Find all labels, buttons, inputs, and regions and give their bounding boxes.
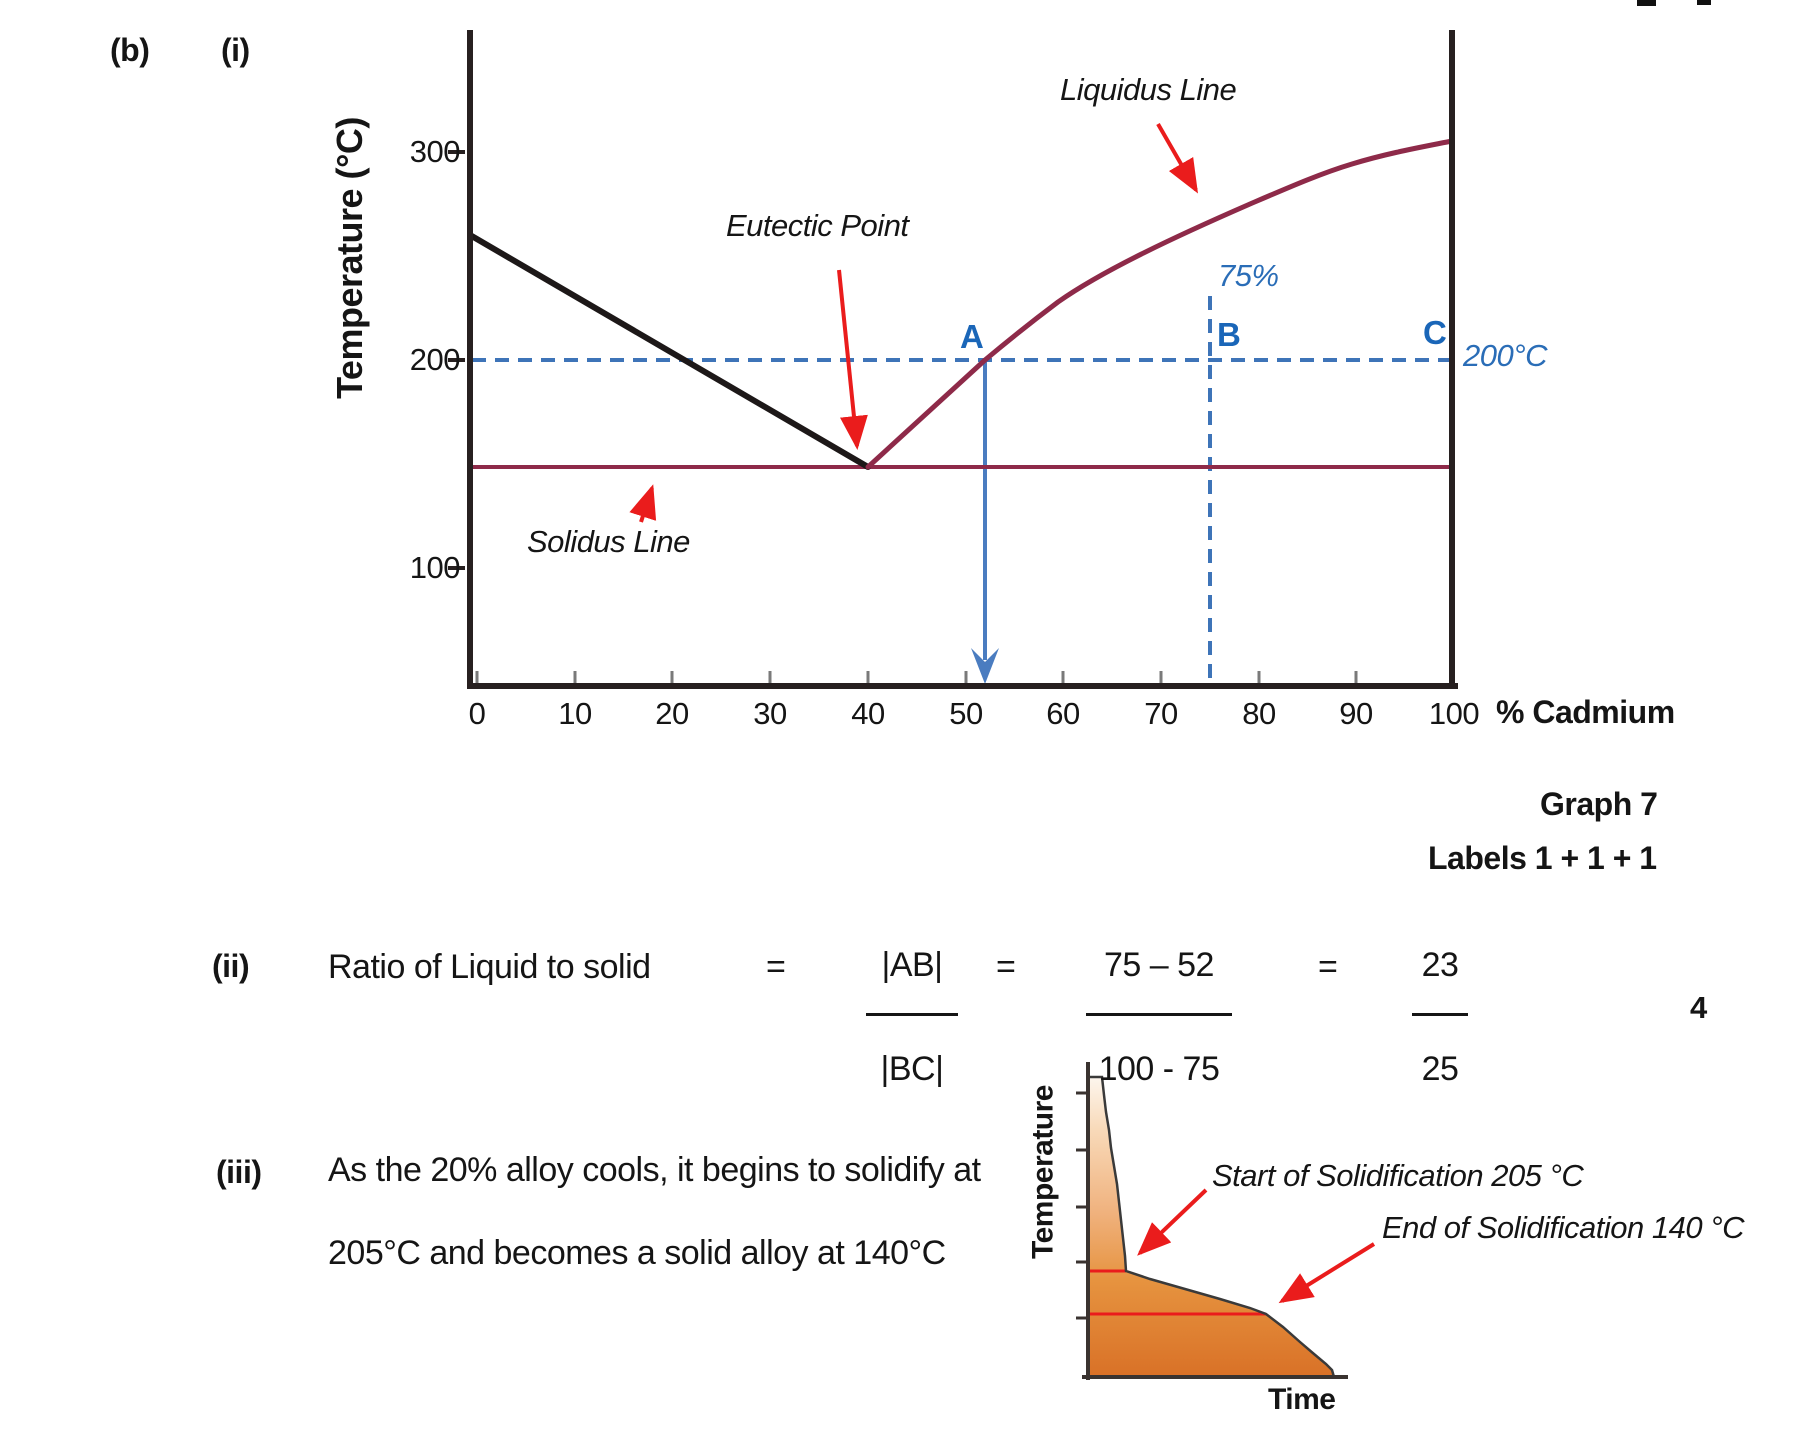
end-solidification-arrow [1278, 1242, 1376, 1304]
cooling-y-axis-label: Temperature [1026, 1084, 1060, 1260]
x-tick-10: 10 [558, 696, 592, 731]
page-corner-mark [1637, 0, 1711, 6]
solidus-arrow [629, 484, 657, 523]
fraction-75-52: 75 – 52 100 - 75 [1086, 946, 1232, 1089]
x-tick-20: 20 [655, 696, 689, 731]
y-axis-label: Temperature (°C) [329, 117, 371, 399]
cooling-x-axis-label: Time [1268, 1383, 1336, 1416]
point-a-label: A [960, 318, 984, 355]
fraction-ab-bc-denominator: |BC| [880, 1050, 944, 1088]
y-tick-100: 100 [409, 550, 461, 585]
liquidus-line-left [467, 232, 871, 470]
cooling-curve-axes [1076, 1062, 1348, 1380]
x-tick-30: 30 [753, 696, 787, 731]
solidus-line-label: Solidus Line [527, 524, 690, 559]
point-b-label: B [1217, 316, 1241, 353]
labels-caption: Labels 1 + 1 + 1 [1428, 840, 1657, 876]
part-iii-label: (iii) [216, 1154, 262, 1190]
ratio-label: Ratio of Liquid to solid [328, 948, 651, 986]
x-tick-90: 90 [1339, 696, 1373, 731]
y-tick-200: 200 [409, 342, 461, 377]
fraction-ab-bc: |AB| |BC| [866, 946, 958, 1089]
pct-75-label: 75% [1218, 258, 1279, 293]
cooling-curve-area [1089, 1077, 1334, 1377]
end-solidification-label: End of Solidification 140 °C [1382, 1210, 1745, 1245]
liquidus-line-right [865, 138, 1455, 470]
x-tick-50: 50 [949, 696, 983, 731]
equals-sign-1: = [766, 948, 786, 986]
eutectic-arrow [837, 269, 868, 450]
cooling-curve [1076, 1062, 1376, 1380]
eutectic-point-label: Eutectic Point [726, 208, 909, 243]
x-axis-label: % Cadmium [1496, 694, 1675, 730]
reading-arrow-52pct [971, 362, 999, 684]
start-solidification-arrow [1137, 1188, 1208, 1256]
graph-caption: Graph 7 [1540, 786, 1658, 822]
fraction-23-25-numerator: 23 [1412, 946, 1468, 1016]
liquidus-arrow [1156, 123, 1198, 194]
fraction-75-52-numerator: 75 – 52 [1086, 946, 1232, 1016]
x-tick-40: 40 [851, 696, 885, 731]
part-i-label: (i) [221, 32, 250, 68]
fraction-23-25: 23 25 [1412, 946, 1468, 1089]
x-axis-ticks [475, 671, 1358, 683]
part-ii-label: (ii) [212, 948, 250, 984]
part-iii-line1: As the 20% alloy cools, it begins to sol… [328, 1151, 981, 1189]
part-b-label: (b) [110, 32, 150, 68]
equals-sign-3: = [1318, 948, 1338, 986]
x-tick-70: 70 [1144, 696, 1178, 731]
x-tick-0: 0 [468, 696, 486, 731]
start-solidification-label: Start of Solidification 205 °C [1212, 1158, 1584, 1193]
x-tick-100: 100 [1428, 696, 1480, 731]
fraction-ab-bc-numerator: |AB| [866, 946, 958, 1016]
phase-diagram-axes [448, 30, 1458, 689]
temp-200-label: 200°C [1463, 338, 1548, 373]
equals-sign-2: = [996, 948, 1016, 986]
fraction-23-25-denominator: 25 [1421, 1050, 1459, 1088]
cooling-curve-outline [1089, 1075, 1336, 1378]
part-iii-line2: 205°C and becomes a solid alloy at 140°C [328, 1234, 946, 1272]
x-tick-80: 80 [1242, 696, 1276, 731]
x-tick-60: 60 [1046, 696, 1080, 731]
marks-value: 4 [1690, 990, 1707, 1025]
fraction-75-52-denominator: 100 - 75 [1098, 1050, 1220, 1088]
y-tick-300: 300 [409, 134, 461, 169]
liquidus-line-label: Liquidus Line [1060, 72, 1237, 107]
point-c-label: C [1423, 314, 1447, 351]
